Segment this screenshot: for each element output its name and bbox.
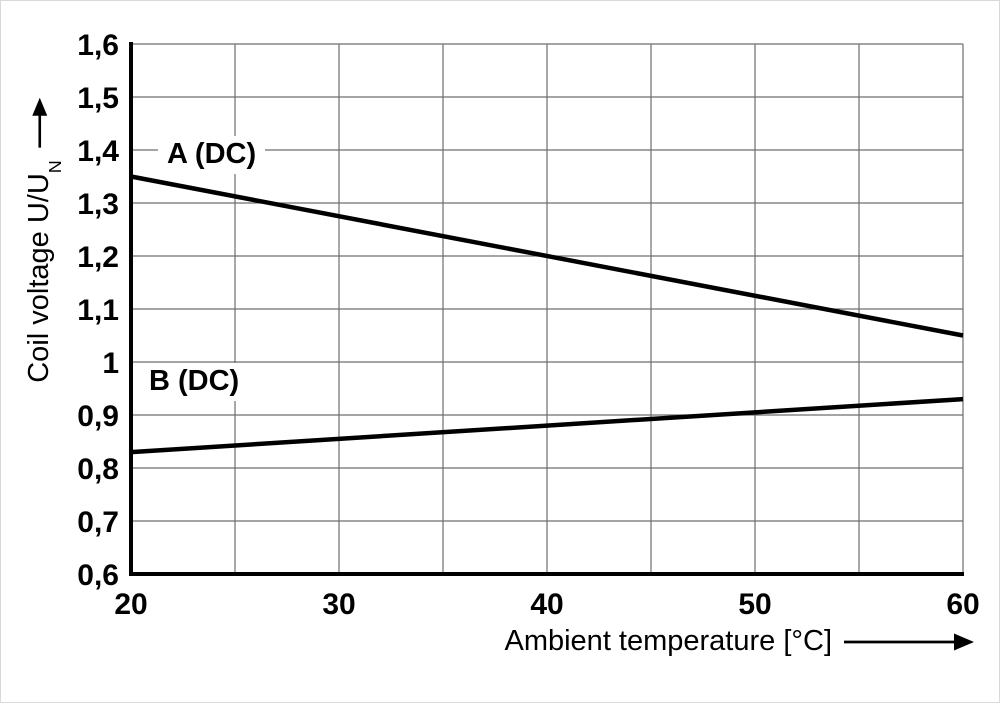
y-tick-label: 0,9 — [77, 400, 119, 433]
series-line-a — [130, 174, 964, 338]
x-axis-arrow-icon — [844, 633, 974, 650]
y-tick-label: 1,1 — [77, 294, 119, 327]
y-axis-arrow-icon — [31, 97, 47, 148]
y-tick-label: 1,6 — [77, 29, 119, 62]
y-axis-title: Coil voltage U/UN — [1, 0, 77, 515]
series-label-a: A (DC) — [158, 136, 266, 174]
series-label-b: B (DC) — [140, 363, 249, 401]
y-tick-label: 1 — [102, 347, 119, 380]
x-tick-label: 40 — [530, 588, 563, 621]
y-tick-label: 1,3 — [77, 188, 119, 221]
y-tick-label: 0,6 — [77, 559, 119, 592]
x-axis-title-label: Ambient temperature [°C] — [504, 625, 832, 657]
x-tick-label: 20 — [114, 588, 147, 621]
x-tick-label: 30 — [322, 588, 355, 621]
x-axis-title: Ambient temperature [°C] — [504, 625, 974, 658]
y-tick-label: 0,8 — [77, 453, 119, 486]
y-tick-label: 0,7 — [77, 506, 119, 539]
x-tick-label: 50 — [738, 588, 771, 621]
series-line-b — [130, 396, 964, 455]
x-tick-label: 60 — [946, 588, 979, 621]
y-tick-label: 1,5 — [77, 82, 119, 115]
y-axis-title-label: Coil voltage U/UN — [22, 159, 65, 383]
y-tick-label: 1,2 — [77, 241, 119, 274]
y-tick-label: 1,4 — [77, 135, 119, 168]
